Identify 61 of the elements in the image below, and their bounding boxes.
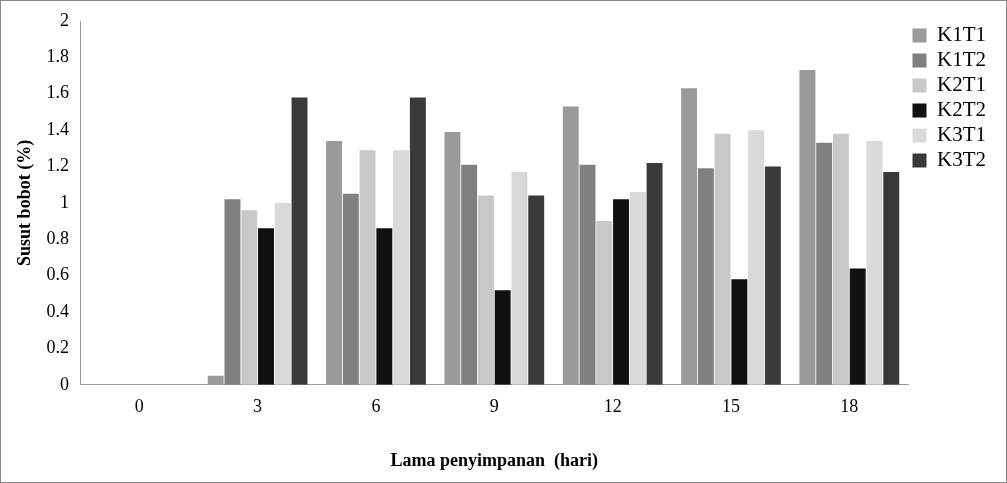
x-tick-label: 18 (840, 396, 859, 417)
bar (393, 150, 410, 385)
bar (816, 142, 833, 385)
y-tick-label: 1.6 (46, 82, 70, 103)
bar (224, 199, 241, 385)
bar (697, 168, 714, 385)
x-tick-label: 12 (603, 396, 622, 417)
bar (511, 171, 528, 385)
legend-label: K2T2 (937, 97, 987, 122)
bar (799, 70, 816, 385)
bar (326, 141, 343, 385)
bar (579, 164, 596, 385)
bar (241, 210, 258, 385)
bar (646, 162, 663, 385)
x-tick-label: 6 (371, 396, 381, 417)
y-tick-label: 0.6 (46, 264, 70, 285)
bar (883, 171, 900, 385)
bar (528, 195, 545, 385)
x-tick-label: 3 (253, 396, 263, 417)
bar (477, 195, 494, 385)
y-tick-label: 0.4 (46, 300, 70, 321)
x-tick-label: 15 (721, 396, 740, 417)
bar (291, 97, 308, 385)
bar (714, 133, 731, 385)
legend-label: K3T2 (937, 147, 987, 172)
legend-label: K1T1 (937, 22, 987, 47)
legend-label: K3T1 (937, 122, 987, 147)
y-tick-label: 2 (60, 9, 70, 30)
y-tick-label: 1 (60, 191, 70, 212)
bar (444, 131, 461, 385)
y-axis-title: Susut bobot (%) (14, 139, 36, 266)
bar (832, 133, 849, 385)
bar (376, 228, 393, 385)
bar (764, 166, 781, 385)
y-tick-label: 0 (60, 373, 70, 394)
y-tick-label: 0.8 (46, 228, 70, 249)
y-tick-label: 1.4 (46, 118, 70, 139)
y-tick-label: 1.8 (46, 46, 70, 67)
legend-label: K2T1 (937, 72, 987, 97)
bar (461, 164, 478, 385)
bar (866, 141, 883, 385)
bar (342, 193, 359, 385)
legend-label: K1T2 (937, 47, 987, 72)
bar (274, 202, 291, 385)
bar (494, 290, 511, 385)
x-axis-title: Lama penyimpanan (hari) (390, 449, 599, 471)
bar (409, 97, 426, 385)
bar (359, 150, 376, 385)
bar (596, 221, 613, 385)
bar (258, 228, 274, 385)
x-tick-label: 9 (489, 396, 499, 417)
bar (849, 268, 866, 385)
bar (681, 88, 698, 385)
x-tick-label: 0 (134, 396, 144, 417)
bar (613, 199, 629, 385)
bar (748, 130, 765, 385)
bar (629, 191, 646, 385)
bar (731, 279, 748, 385)
bar (562, 106, 579, 385)
y-tick-label: 1.2 (46, 155, 70, 176)
y-tick-label: 0.2 (46, 337, 70, 358)
